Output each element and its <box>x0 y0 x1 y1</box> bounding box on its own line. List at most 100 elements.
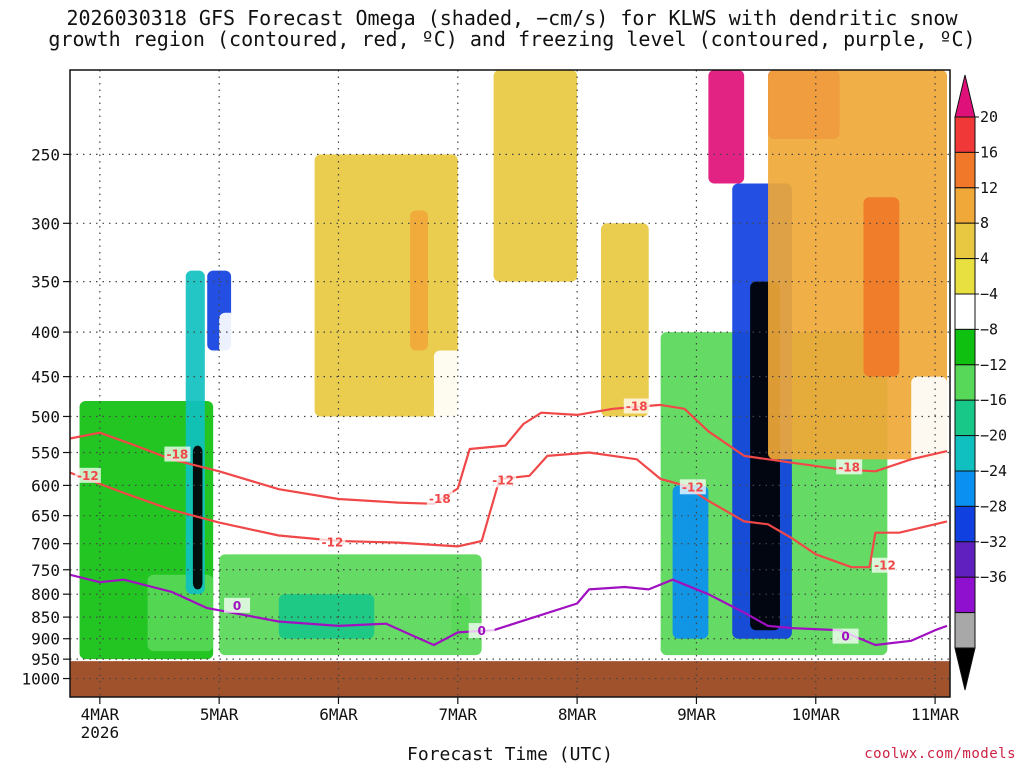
colorbar-band <box>954 328 976 366</box>
colorbar-tick-label: −4 <box>980 285 998 303</box>
colorbar-band <box>954 364 976 401</box>
plot-frame <box>69 69 951 698</box>
y-tick-label: 800 <box>31 585 60 604</box>
colorbar-band <box>954 151 976 189</box>
colorbar-tick-label: −36 <box>980 568 1007 586</box>
colorbar-tick-label: 8 <box>980 214 989 232</box>
contour-label: -12 <box>77 469 99 483</box>
colorbar-band <box>954 258 976 295</box>
ground-fill <box>70 661 950 697</box>
ground-terrain <box>70 661 950 697</box>
contour-label: -18 <box>167 448 189 462</box>
contour-label-bg <box>490 472 517 488</box>
y-tick-label: 650 <box>31 507 60 526</box>
omega-shading <box>79 70 948 660</box>
y-tick-label: 600 <box>31 476 60 495</box>
contour-label: -12 <box>492 473 514 487</box>
y-tick-label: 400 <box>31 323 60 342</box>
x-tick-label: 7MAR <box>439 705 478 724</box>
contour-label: -18 <box>626 400 648 414</box>
omega-region-16 <box>672 485 709 639</box>
x-tick-label: 11MAR <box>911 705 960 724</box>
x-tick-label: 4MAR <box>81 705 120 724</box>
contour-label-bg <box>74 467 101 483</box>
title-line-1: 2026030318 GFS Forecast Omega (shaded, −… <box>66 6 958 30</box>
y-tick-label: 750 <box>31 561 60 580</box>
contour-label: 0 <box>477 624 485 638</box>
colorbar-band <box>954 116 976 153</box>
x-tick-label: 9MAR <box>677 705 716 724</box>
contour-label-bg <box>426 491 453 507</box>
omega-region-11 <box>451 594 470 639</box>
contour-label: -18 <box>838 460 860 474</box>
colorbar-band <box>954 187 976 224</box>
credit-text: coolwx.com/models <box>864 746 1016 762</box>
contour-label-bg <box>832 628 859 644</box>
y-tick-label: 500 <box>31 407 60 426</box>
colorbar-tick-label: −16 <box>980 391 1007 409</box>
contour-label-bg <box>319 534 346 550</box>
x-tick-label: 5MAR <box>200 705 239 724</box>
contour-label: -12 <box>322 536 344 550</box>
x-tick-label: 10MAR <box>792 705 841 724</box>
y-tick-label: 1000 <box>21 670 60 689</box>
y-tick-label: 900 <box>31 630 60 649</box>
dgz-contour-0 <box>70 403 948 505</box>
colorbar-band <box>954 222 976 260</box>
colorbar-band <box>954 541 976 578</box>
colorbar-tick-label: −32 <box>980 533 1007 551</box>
omega-region-12 <box>493 70 578 282</box>
y-tick-label: 450 <box>31 368 60 387</box>
contour-label-bg <box>164 446 191 462</box>
y-axis: 250 300 350 400 450 500 550 600 650 700 750 800 850 9… <box>21 145 70 689</box>
y-tick-label: 950 <box>31 650 60 669</box>
colorbar-tick-label: 12 <box>980 179 998 197</box>
colorbar-band <box>954 576 976 614</box>
contour-label-bg <box>224 597 251 613</box>
colorbar-bottom-triangle <box>954 647 976 691</box>
chart-title: 2026030318 GFS Forecast Omega (shaded, −… <box>0 8 1024 50</box>
colorbar-tick-label: −20 <box>980 427 1007 445</box>
dgz-contour-1 <box>70 451 948 569</box>
omega-region-22 <box>863 197 900 377</box>
y-tick-label: 550 <box>31 444 60 463</box>
contour-label-bg <box>836 459 863 475</box>
colorbar-tick-label: 16 <box>980 143 998 161</box>
colorbar-tick-label: 4 <box>980 250 989 268</box>
contour-lines: -18 -18 -18 -18 -12 -12 -12 -12 -12 0 0 0 <box>70 398 948 647</box>
contour-label: -12 <box>682 480 704 494</box>
colorbar-top-triangle <box>954 74 976 118</box>
omega-region-17 <box>708 70 745 184</box>
contour-label: 0 <box>233 599 241 613</box>
omega-region-7 <box>278 594 375 639</box>
colorbar-tick-label: 20 <box>980 108 998 126</box>
y-tick-label: 700 <box>31 535 60 554</box>
title-line-2: growth region (contoured, red, ºC) and f… <box>48 27 976 51</box>
colorbar-tick-label: −24 <box>980 462 1007 480</box>
y-tick-label: 850 <box>31 608 60 627</box>
contour-label-bg <box>871 557 898 573</box>
grid-lines <box>70 70 950 697</box>
omega-region-9 <box>410 210 428 351</box>
contour-label: -18 <box>429 492 451 506</box>
contour-label-bg <box>468 623 495 639</box>
contour-label-bg <box>623 398 650 414</box>
x-axis-label: Forecast Time (UTC) <box>407 744 613 765</box>
y-tick-label: 350 <box>31 273 60 292</box>
omega-region-21 <box>768 70 948 460</box>
colorbar-band <box>954 505 976 543</box>
colorbar-band <box>954 293 976 330</box>
omega-region-5 <box>219 312 339 544</box>
colorbar-band <box>954 435 976 472</box>
y-tick-label: 300 <box>31 214 60 233</box>
colorbar-tick-label: −8 <box>980 320 998 338</box>
colorbar-band <box>954 470 976 507</box>
omega-region-14 <box>600 223 649 417</box>
colorbar: 20 16 12 8 4 −4 −8 −12 −16 −20 −24 −28 −32 −36 <box>954 74 1007 691</box>
colorbar-tick-label: −28 <box>980 497 1007 515</box>
colorbar-band <box>954 612 976 649</box>
colorbar-tick-label: −12 <box>980 356 1007 374</box>
x-tick-sublabel: 2026 <box>81 723 120 742</box>
